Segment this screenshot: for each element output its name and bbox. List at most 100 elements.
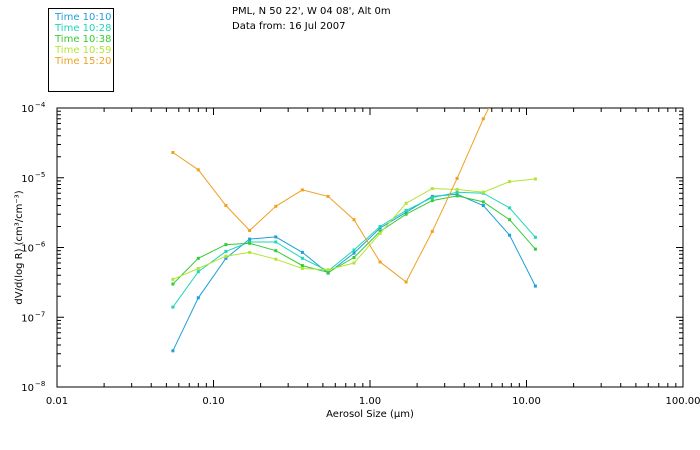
data-point bbox=[248, 237, 252, 241]
data-point bbox=[248, 229, 252, 232]
data-point bbox=[481, 200, 485, 204]
data-point bbox=[326, 268, 330, 272]
data-point bbox=[224, 204, 228, 207]
y-tick-exponent: −5 bbox=[35, 171, 45, 179]
data-point bbox=[196, 256, 200, 260]
data-point bbox=[196, 296, 200, 300]
data-point bbox=[274, 257, 278, 261]
y-tick-exponent: −7 bbox=[35, 310, 45, 318]
legend-item-1010: Time 10:10 bbox=[55, 12, 112, 23]
data-point bbox=[300, 188, 304, 192]
x-axis-label: Aerosol Size (μm) bbox=[326, 409, 414, 420]
data-point bbox=[455, 187, 459, 191]
data-point bbox=[352, 251, 356, 255]
y-tick-label: 10 bbox=[21, 104, 34, 115]
data-point bbox=[171, 151, 175, 154]
data-point bbox=[224, 243, 228, 247]
data-point bbox=[481, 204, 485, 207]
chart-subtitle: Data from: 16 Jul 2007 bbox=[232, 21, 346, 32]
data-point bbox=[455, 190, 459, 194]
data-point bbox=[300, 267, 304, 270]
series-1028 bbox=[171, 190, 537, 309]
y-tick-label: 10 bbox=[21, 383, 34, 394]
data-point bbox=[493, 96, 496, 99]
data-point bbox=[481, 190, 485, 194]
data-point bbox=[404, 210, 408, 214]
data-point bbox=[533, 247, 537, 251]
data-point bbox=[508, 180, 512, 184]
data-point bbox=[378, 231, 382, 235]
data-point bbox=[378, 260, 382, 264]
data-point bbox=[378, 226, 382, 230]
data-point bbox=[171, 277, 175, 281]
series-line bbox=[172, 193, 536, 352]
data-point bbox=[274, 235, 278, 239]
plot-frame bbox=[56, 107, 684, 388]
y-axis-label: dV/d(log R) (cm³/cm⁻³) bbox=[14, 190, 25, 304]
data-point bbox=[533, 235, 537, 239]
legend: Time 10:10 Time 10:28 Time 10:38 Time 10… bbox=[48, 8, 114, 92]
data-point bbox=[533, 177, 537, 181]
data-point bbox=[481, 117, 485, 121]
legend-item-1059: Time 10:59 bbox=[55, 45, 112, 56]
y-tick-label: 10 bbox=[21, 244, 34, 255]
series-line bbox=[172, 195, 536, 285]
legend-item-1520: Time 15:20 bbox=[55, 56, 112, 67]
data-point bbox=[326, 194, 330, 198]
series-1520 bbox=[171, 96, 496, 284]
data-point bbox=[508, 206, 512, 210]
data-point bbox=[196, 267, 200, 270]
series-1059 bbox=[171, 177, 537, 281]
data-point bbox=[300, 250, 304, 254]
data-point bbox=[300, 256, 304, 260]
data-point bbox=[171, 282, 175, 286]
data-point bbox=[326, 270, 330, 274]
data-point bbox=[533, 284, 537, 288]
x-tick-label: 0.01 bbox=[46, 396, 68, 407]
data-point bbox=[224, 254, 228, 258]
data-point bbox=[404, 212, 408, 216]
data-point bbox=[274, 240, 278, 244]
data-point bbox=[508, 233, 512, 237]
data-point bbox=[378, 229, 382, 233]
chart-title: PML, N 50 22', W 04 08', Alt 0m bbox=[232, 6, 391, 17]
data-point bbox=[430, 229, 434, 233]
data-point bbox=[171, 349, 175, 353]
data-point bbox=[455, 176, 459, 180]
data-point bbox=[248, 250, 252, 254]
data-point bbox=[430, 187, 434, 191]
data-point bbox=[352, 248, 356, 252]
data-point bbox=[455, 194, 459, 198]
data-point bbox=[248, 241, 252, 245]
x-tick-label: 0.10 bbox=[202, 396, 224, 407]
x-tick-label: 1.00 bbox=[359, 396, 381, 407]
y-tick-label: 10 bbox=[21, 313, 34, 324]
data-point bbox=[455, 192, 459, 196]
data-point bbox=[224, 249, 228, 253]
data-point bbox=[404, 208, 408, 212]
data-point bbox=[196, 168, 200, 172]
data-point bbox=[274, 249, 278, 253]
y-tick-exponent: −6 bbox=[35, 241, 46, 249]
data-point bbox=[378, 225, 382, 228]
data-point bbox=[430, 199, 434, 203]
series-1038 bbox=[171, 194, 537, 286]
data-point bbox=[508, 218, 512, 222]
legend-item-1028: Time 10:28 bbox=[55, 23, 112, 34]
y-tick-exponent: −8 bbox=[35, 380, 45, 388]
x-tick-label: 10.00 bbox=[512, 396, 541, 407]
data-point bbox=[224, 256, 228, 260]
data-point bbox=[404, 280, 408, 284]
data-point bbox=[171, 305, 175, 309]
x-tick-label: 100.00 bbox=[666, 396, 700, 407]
data-point bbox=[352, 256, 356, 259]
data-point bbox=[430, 196, 434, 200]
data-point bbox=[300, 264, 304, 268]
data-point bbox=[352, 261, 356, 265]
y-tick-label: 10 bbox=[21, 174, 34, 185]
data-point bbox=[274, 204, 278, 208]
legend-item-1038: Time 10:38 bbox=[55, 34, 112, 45]
series-layer bbox=[171, 96, 537, 353]
